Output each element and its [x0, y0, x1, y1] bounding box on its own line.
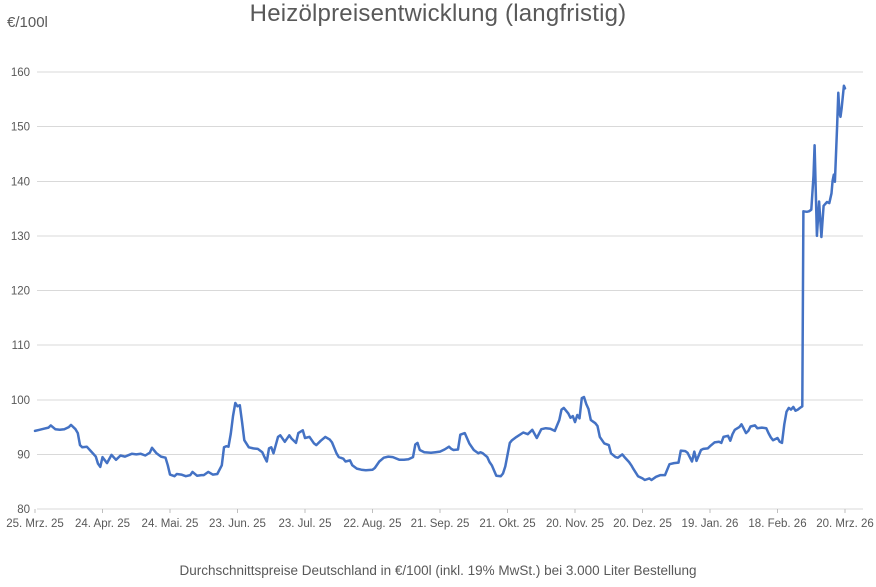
x-tick-label: 24. Mai. 25: [142, 518, 199, 530]
x-tick-label: 23. Jun. 25: [209, 518, 266, 530]
y-tick-label: 80: [17, 504, 30, 516]
x-tick-label: 20. Mrz. 26: [816, 518, 874, 530]
y-tick-label: 140: [11, 176, 30, 188]
y-tick-label: 100: [11, 395, 30, 407]
y-tick-label: 90: [17, 449, 30, 461]
y-axis-unit-label: €/100l: [7, 14, 48, 31]
gridlines: [37, 71, 863, 510]
x-tick-label: 24. Apr. 25: [75, 518, 130, 530]
x-tick-label: 18. Feb. 26: [748, 518, 806, 530]
chart-title: Heizölpreisentwicklung (langfristig): [249, 0, 627, 27]
y-tick-label: 130: [11, 231, 30, 243]
x-tick-label: 20. Dez. 25: [613, 518, 672, 530]
y-tick-label: 110: [12, 340, 30, 352]
x-tick-label: 22. Aug. 25: [343, 518, 401, 530]
x-tick-label: 20. Nov. 25: [546, 518, 604, 530]
x-tick-label: 19. Jan. 26: [682, 518, 739, 530]
y-axis-labels: 80 90 100 110 120 130 140 150 160: [11, 67, 30, 516]
price-line-series: [33, 84, 847, 482]
y-tick-label: 120: [11, 286, 30, 298]
x-tick-label: 21. Sep. 25: [411, 518, 470, 530]
x-tick-label: 21. Okt. 25: [479, 518, 535, 530]
y-tick-label: 150: [11, 122, 30, 134]
y-tick-label: 160: [11, 67, 30, 79]
footer-caption: Durchschnittspreise Deutschland in €/100…: [179, 563, 697, 578]
x-tick-label: 23. Jul. 25: [278, 518, 331, 530]
x-tick-label: 25. Mrz. 25: [6, 518, 64, 530]
x-axis-labels: 25. Mrz. 25 24. Apr. 25 24. Mai. 25 23. Jun…: [6, 509, 874, 530]
